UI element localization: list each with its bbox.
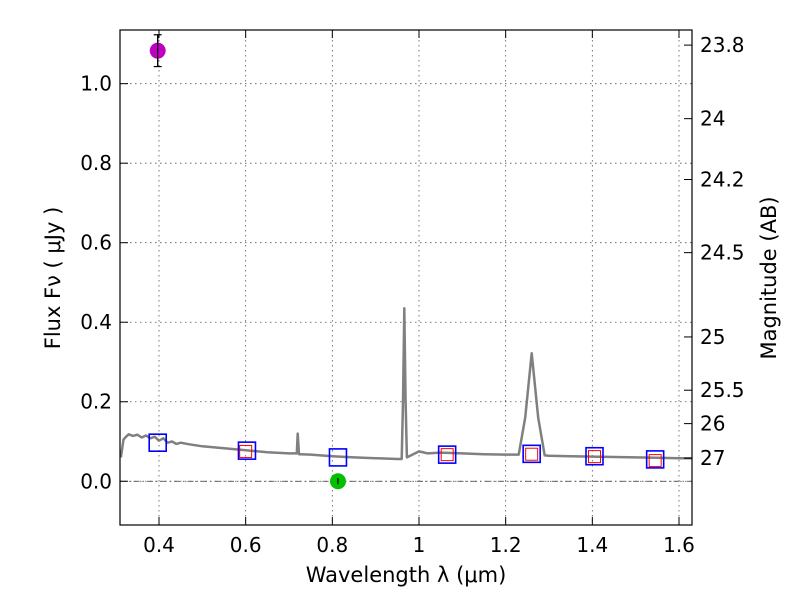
model-point-blue xyxy=(437,445,457,464)
mag-tick-label: 23.8 xyxy=(700,33,745,57)
mag-tick-label: 25 xyxy=(700,325,725,349)
x-tick-label: 0.6 xyxy=(230,533,262,557)
model-point-blue xyxy=(585,446,604,466)
model-point-blue xyxy=(645,450,665,469)
model-point-blue xyxy=(237,441,257,460)
x-tick-label: 1.4 xyxy=(576,533,608,557)
y-tick-label: 0.4 xyxy=(80,310,112,334)
mag-tick-label: 27 xyxy=(700,446,725,470)
plot-frame xyxy=(119,29,693,526)
data-layer xyxy=(119,34,692,490)
y-axis-label: Flux Fν ( μJy ) xyxy=(41,207,65,350)
x-tick-label: 0.8 xyxy=(316,533,348,557)
y-tick-label: 0.0 xyxy=(80,469,112,493)
model-point-blue xyxy=(328,448,348,467)
mag-tick-label: 26 xyxy=(700,412,725,436)
mag-tick-label: 25.5 xyxy=(700,378,745,402)
x-tick-label: 1 xyxy=(413,533,426,557)
x-tick-label: 0.4 xyxy=(143,533,175,557)
mag-tick-label: 24.2 xyxy=(700,167,745,191)
y-tick-label: 1.0 xyxy=(80,72,112,96)
model-point-red xyxy=(525,447,539,461)
mag-tick-label: 24.5 xyxy=(700,241,745,265)
sed-line xyxy=(119,307,692,461)
model-point-red xyxy=(648,454,662,468)
model-point-red xyxy=(440,448,454,462)
x-axis-label: Wavelength λ (μm) xyxy=(306,563,507,587)
mag-tick-label: 24 xyxy=(700,107,725,131)
y-tick-label: 0.8 xyxy=(80,151,112,175)
model-point-blue xyxy=(148,433,167,452)
x-tick-label: 1.2 xyxy=(490,533,522,557)
x-tick-label: 1.6 xyxy=(663,533,695,557)
y-axis-label-right: Magnitude (AB) xyxy=(757,196,781,359)
y-tick-label: 0.2 xyxy=(80,390,112,414)
model-point-red xyxy=(588,450,601,464)
model-point-red xyxy=(239,444,253,458)
y-tick-label: 0.6 xyxy=(80,231,112,255)
model-point-blue xyxy=(522,444,541,464)
tick-layer: 0.4 0.6 0.8 1 1.2 1.4 1.6 0.0 0.2 0.4 0.6 0.8 1.0 23.… xyxy=(80,30,745,557)
